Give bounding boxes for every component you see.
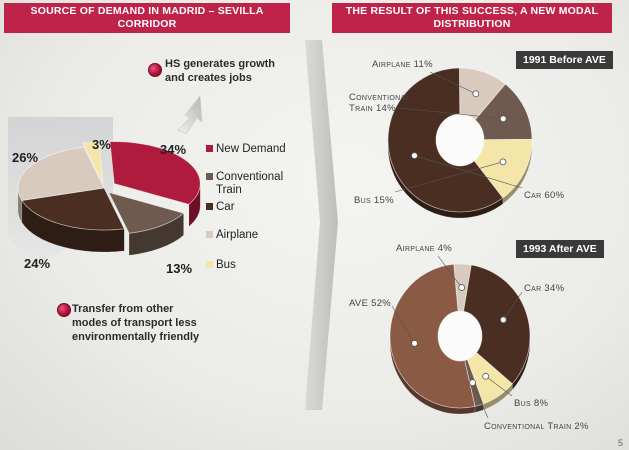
leader-line — [437, 255, 462, 288]
leader-line — [394, 161, 504, 193]
legend-item-car: Car — [206, 201, 235, 214]
chevron-divider-icon — [305, 40, 338, 410]
slice-marker-conventional-train — [469, 379, 477, 387]
note-bullet-icon — [57, 303, 71, 317]
modal-1993-donut-chart — [389, 255, 531, 419]
badge-1991: 1991 Before AVE — [516, 51, 613, 69]
slice-marker-conventional-train — [499, 115, 507, 123]
legend-item-bus: Bus — [206, 259, 236, 272]
slice-marker-ave — [411, 339, 418, 347]
donut-1993-label-car: Car 34% — [524, 283, 565, 294]
legend-label: Conventional Train — [216, 171, 284, 196]
donut-1993-label-conventional-train: Conventional Train 2% — [484, 421, 589, 432]
pie-label-airplane: 26% — [12, 150, 39, 165]
transfer-note: Transfer from other modes of transport l… — [72, 302, 199, 344]
legend-swatch — [206, 203, 213, 210]
pie-label-car: 24% — [24, 256, 51, 271]
badge-1993: 1993 After AVE — [516, 240, 604, 258]
donut-1991-label-car: Car 60% — [524, 190, 565, 201]
transfer-note-line1: Transfer from other — [72, 303, 174, 315]
leader-line — [391, 305, 415, 344]
slice-bus — [82, 141, 104, 185]
growth-note: HS generates growth and creates jobs — [165, 57, 275, 85]
slice-marker-airplane — [472, 90, 480, 98]
left-header-line2: CORRIDOR — [117, 18, 177, 30]
legend-label: Airplane — [216, 229, 259, 241]
legend-item-new-demand: New Demand — [206, 143, 286, 156]
slice-airplane — [17, 146, 105, 201]
leader-line — [429, 71, 476, 95]
slice-marker-car — [411, 152, 418, 159]
slice-car — [21, 187, 125, 231]
slice-new-demand — [109, 141, 201, 205]
slice-conventional-train — [108, 191, 185, 234]
slice-marker-airplane — [458, 284, 466, 291]
leader-line — [485, 376, 513, 397]
slice-marker-bus — [499, 158, 507, 166]
transfer-note-line2: modes of transport less — [72, 317, 197, 329]
donut-hole — [438, 311, 482, 361]
donut-1991-label-bus: Bus 15% — [354, 195, 394, 206]
right-header-line1: THE RESULT OF THIS SUCCESS, A NEW MODAL — [345, 5, 599, 17]
donut-1991-label-conventional-train: Conventional Train 14% — [349, 92, 410, 114]
right-panel-header: THE RESULT OF THIS SUCCESS, A NEW MODAL … — [332, 3, 612, 33]
modal-1991-donut-chart — [387, 67, 533, 219]
legend-swatch — [206, 173, 213, 180]
legend-label: Bus — [216, 259, 236, 271]
legend-swatch — [206, 231, 213, 238]
slice-marker-bus — [482, 372, 490, 380]
leader-line — [503, 291, 523, 320]
left-header-line1: SOURCE OF DEMAND IN MADRID – SEVILLA — [30, 5, 264, 17]
legend-label: Car — [216, 201, 235, 213]
legend-swatch — [206, 145, 213, 152]
donut-1993-label-bus: Bus 8% — [514, 398, 549, 409]
right-header-line2: DISTRIBUTION — [433, 18, 511, 30]
pie-label-bus: 3% — [92, 137, 111, 152]
donut-hole — [436, 114, 484, 166]
pie-label-new-demand: 34% — [160, 142, 187, 157]
source-demand-pie-chart — [17, 141, 201, 256]
donut-1991-label-airplane: Airplane 11% — [372, 59, 433, 70]
transfer-note-line3: environmentally friendly — [72, 331, 200, 343]
legend-swatch — [206, 261, 213, 268]
donut-1993-label-ave: AVE 52% — [349, 298, 392, 309]
leader-line — [399, 107, 504, 120]
growth-note-line1: HS generates growth — [165, 58, 276, 70]
left-panel-header: SOURCE OF DEMAND IN MADRID – SEVILLA COR… — [4, 3, 290, 33]
leader-line — [414, 155, 523, 189]
legend-label: New Demand — [216, 143, 286, 155]
legend-item-airplane: Airplane — [206, 229, 259, 242]
page-number: 5 — [617, 438, 623, 448]
leader-line — [472, 382, 489, 419]
up-arrow-icon — [177, 95, 203, 135]
note-bullet-icon — [148, 63, 162, 77]
legend-item-conventional-train: Conventional Train — [206, 171, 306, 197]
pie-label-conventional-train: 13% — [166, 261, 193, 276]
donut-1993-label-airplane: Airplane 4% — [396, 243, 452, 254]
growth-note-line2: and creates jobs — [165, 72, 252, 84]
slice-marker-car — [499, 316, 507, 324]
